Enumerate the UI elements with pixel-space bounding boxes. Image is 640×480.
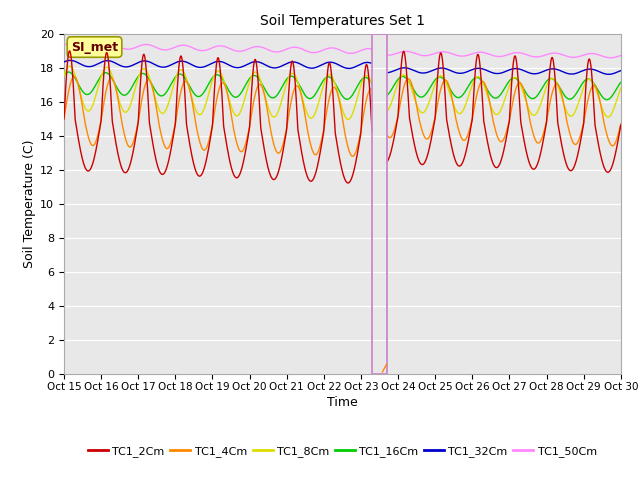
Legend: TC1_2Cm, TC1_4Cm, TC1_8Cm, TC1_16Cm, TC1_32Cm, TC1_50Cm: TC1_2Cm, TC1_4Cm, TC1_8Cm, TC1_16Cm, TC1… bbox=[84, 441, 601, 461]
Bar bbox=[372, 34, 387, 374]
Text: SI_met: SI_met bbox=[71, 40, 118, 54]
Y-axis label: Soil Temperature (C): Soil Temperature (C) bbox=[23, 140, 36, 268]
Title: Soil Temperatures Set 1: Soil Temperatures Set 1 bbox=[260, 14, 425, 28]
X-axis label: Time: Time bbox=[327, 396, 358, 409]
